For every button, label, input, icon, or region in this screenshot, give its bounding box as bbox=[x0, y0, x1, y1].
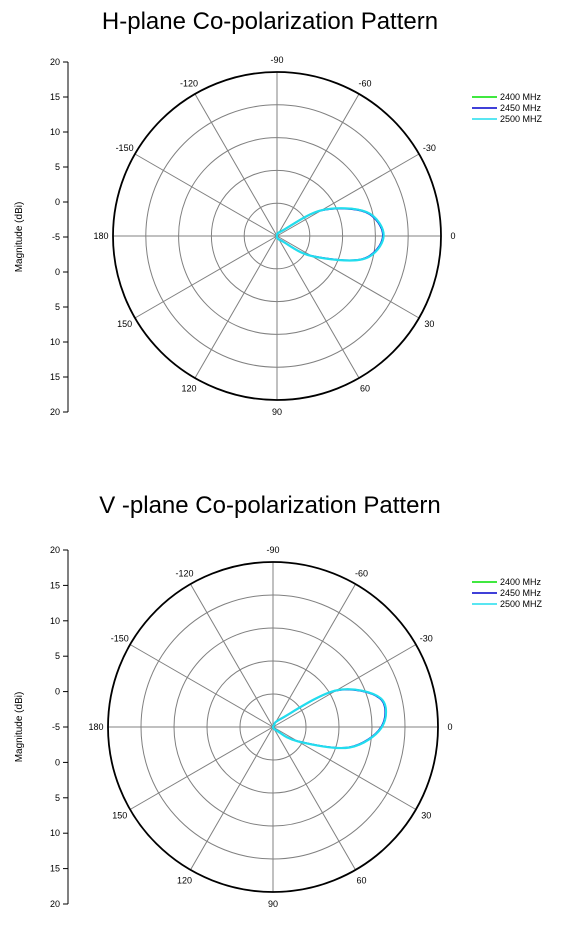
chart-title: H-plane Co-polarization Pattern bbox=[101, 8, 439, 35]
series-line-2 bbox=[276, 207, 384, 262]
angle-tick-label: 60 bbox=[360, 383, 370, 393]
v-plane-chart: V -plane Co-polarization Pattern -90 -60 -… bbox=[0, 484, 572, 942]
radial-tick-label: -5 bbox=[52, 232, 60, 242]
radial-tick-label: 0 bbox=[55, 197, 60, 207]
radial-tick-label: 5 bbox=[55, 793, 60, 803]
radial-tick-label: 10 bbox=[50, 616, 60, 626]
radial-tick-label: 15 bbox=[50, 92, 60, 102]
angle-tick-label: 90 bbox=[272, 407, 282, 417]
h-plane-chart: H-plane Co-polarization Pattern -90 -60 -3… bbox=[0, 0, 572, 458]
angle-tick-label: -60 bbox=[355, 569, 368, 579]
radial-tick-label: 5 bbox=[55, 162, 60, 172]
angle-tick-label: 30 bbox=[421, 811, 431, 821]
radial-tick-label: 0 bbox=[55, 687, 60, 697]
chart-title: V -plane Co-polarization Pattern bbox=[99, 492, 441, 519]
grid-spoke bbox=[129, 726, 274, 810]
angle-tick-label: -30 bbox=[423, 143, 436, 153]
angle-tick-label: 120 bbox=[177, 875, 192, 885]
angle-tick-label: 0 bbox=[447, 722, 452, 732]
grid-spoke bbox=[276, 235, 360, 379]
radial-tick-label: 10 bbox=[50, 127, 60, 137]
angle-tick-label: -30 bbox=[420, 634, 433, 644]
radial-tick-label: 10 bbox=[50, 337, 60, 347]
grid-spoke bbox=[194, 235, 278, 379]
angle-tick-label: 0 bbox=[450, 231, 455, 241]
angle-tick-label: 180 bbox=[88, 722, 103, 732]
grid-spoke bbox=[272, 644, 417, 728]
y-axis-label: Magnitude (dBi) bbox=[14, 692, 25, 763]
grid-spoke bbox=[134, 235, 278, 319]
legend-label: 2450 MHz bbox=[500, 588, 542, 598]
grid-spoke bbox=[190, 726, 274, 871]
radial-tick-label: 5 bbox=[55, 651, 60, 661]
angle-tick-label: -90 bbox=[266, 545, 279, 555]
series-line-1 bbox=[276, 207, 385, 262]
grid-spoke bbox=[276, 93, 360, 237]
radial-tick-label: 15 bbox=[50, 864, 60, 874]
radial-tick-label: -5 bbox=[52, 722, 60, 732]
series-line-3 bbox=[271, 688, 388, 750]
legend-label: 2400 MHz bbox=[500, 92, 542, 102]
angle-tick-label: 180 bbox=[93, 231, 108, 241]
grid-spoke bbox=[276, 235, 420, 319]
grid-spoke bbox=[276, 153, 420, 237]
legend-label: 2450 MHz bbox=[500, 103, 542, 113]
outer-ring bbox=[112, 71, 442, 401]
angle-tick-label: 60 bbox=[356, 875, 366, 885]
angle-tick-label: 120 bbox=[181, 383, 196, 393]
series-line-3 bbox=[275, 207, 385, 262]
v-plane-polar-plot: -90-60-300306090120150180-150-1202015105… bbox=[14, 545, 543, 909]
angle-tick-label: 150 bbox=[117, 319, 132, 329]
angle-tick-label: 30 bbox=[424, 319, 434, 329]
grid-spoke bbox=[129, 644, 274, 728]
grid-spoke bbox=[190, 583, 274, 728]
legend-label: 2500 MHZ bbox=[500, 599, 543, 609]
radial-tick-label: 15 bbox=[50, 580, 60, 590]
grid-spoke bbox=[272, 583, 356, 728]
radial-tick-label: 0 bbox=[55, 267, 60, 277]
angle-tick-label: -120 bbox=[180, 79, 198, 89]
legend-label: 2500 MHZ bbox=[500, 114, 543, 124]
angle-tick-label: 90 bbox=[268, 899, 278, 909]
radial-tick-label: 20 bbox=[50, 57, 60, 67]
angle-tick-label: -150 bbox=[111, 634, 129, 644]
radial-tick-label: 20 bbox=[50, 899, 60, 909]
angle-tick-label: -90 bbox=[270, 55, 283, 65]
radial-tick-label: 5 bbox=[55, 302, 60, 312]
radial-tick-label: 10 bbox=[50, 828, 60, 838]
outer-ring bbox=[107, 561, 439, 893]
grid-spoke bbox=[272, 726, 356, 871]
angle-tick-label: -150 bbox=[116, 143, 134, 153]
y-axis-label: Magnitude (dBi) bbox=[14, 202, 25, 273]
angle-tick-label: -60 bbox=[358, 79, 371, 89]
angle-tick-label: 150 bbox=[112, 811, 127, 821]
grid-spoke bbox=[134, 153, 278, 237]
legend-label: 2400 MHz bbox=[500, 577, 542, 587]
radial-tick-label: 0 bbox=[55, 757, 60, 767]
radial-tick-label: 20 bbox=[50, 407, 60, 417]
grid-spoke bbox=[194, 93, 278, 237]
h-plane-polar-plot: -90-60-300306090120150180-150-1202015105… bbox=[14, 55, 543, 417]
radial-tick-label: 15 bbox=[50, 372, 60, 382]
angle-tick-label: -120 bbox=[175, 569, 193, 579]
radial-tick-label: 20 bbox=[50, 545, 60, 555]
